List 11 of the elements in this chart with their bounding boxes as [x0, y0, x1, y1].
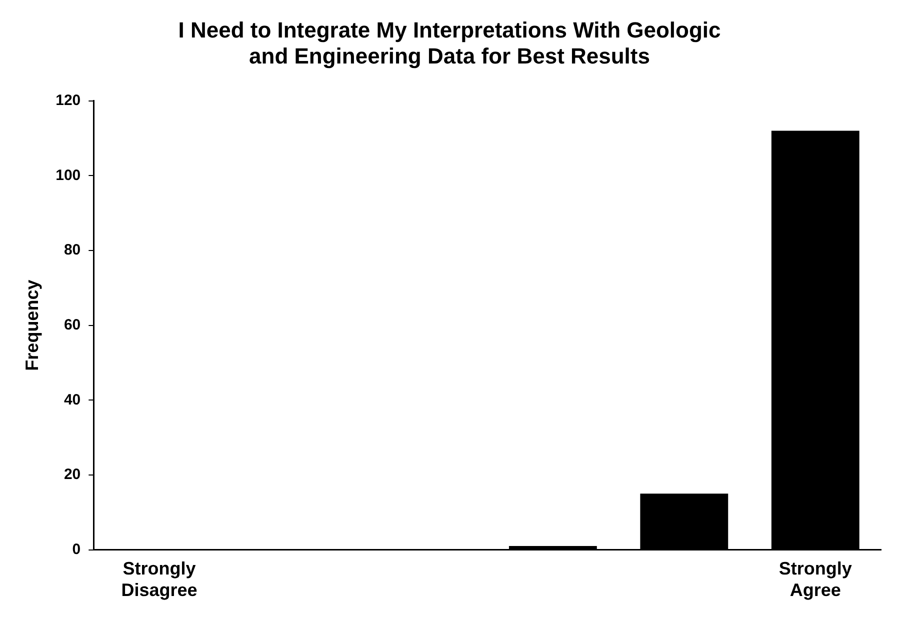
y-tick-label: 80: [64, 242, 81, 259]
x-tick-label: Strongly Disagree: [121, 558, 198, 600]
y-tick-label: 100: [56, 166, 81, 184]
y-tick-label: 20: [64, 466, 81, 484]
y-tick-label: 40: [64, 391, 81, 408]
y-tick-label: 60: [64, 316, 81, 334]
chart-title: I Need to Integrate My Interpretations With Geologic and Engineering Data for Best Results: [178, 17, 721, 69]
x-tick-label: Strongly Agree: [778, 558, 852, 600]
y-axis-title: Frequency: [22, 280, 42, 371]
y-tick-label: 0: [72, 540, 81, 558]
y-tick-label: 120: [56, 92, 81, 109]
